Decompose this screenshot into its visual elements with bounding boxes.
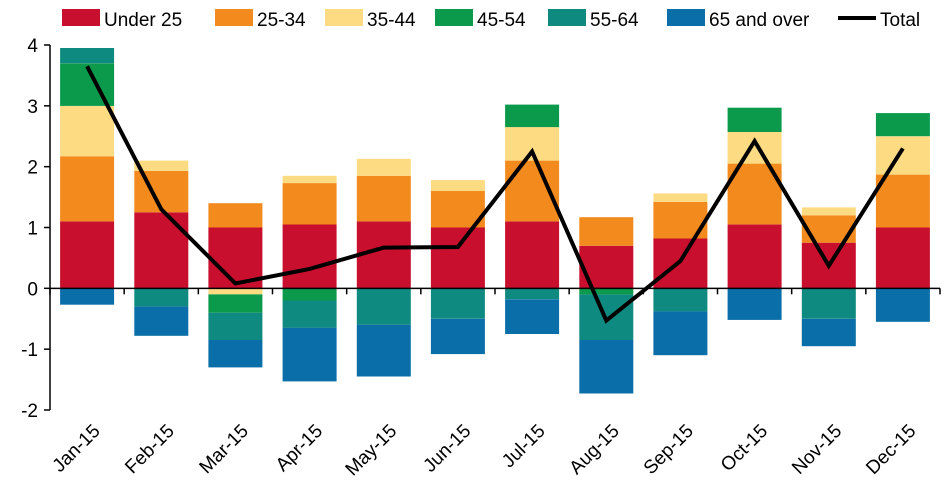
bar-65-and-over-apr-15 — [282, 327, 337, 382]
x-tick-label-apr-15: Apr-15 — [272, 421, 327, 476]
x-tick-label-mar-15: Mar-15 — [196, 421, 253, 478]
bar-under-25-jul-15 — [505, 221, 560, 289]
y-tick-label: 0 — [27, 279, 38, 300]
bar-55-64-nov-15 — [801, 288, 856, 319]
bar-25-34-apr-15 — [282, 183, 337, 225]
x-tick-label-jun-15: Jun-15 — [420, 421, 476, 477]
legend-swatch-55-64 — [548, 9, 586, 26]
bar-under-25-jan-15 — [60, 221, 115, 289]
bar-55-64-feb-15 — [134, 288, 189, 307]
x-tick-label-jul-15: Jul-15 — [498, 421, 549, 472]
bar-65-and-over-feb-15 — [134, 306, 189, 336]
total-line-group — [85, 65, 905, 324]
bar-35-44-jun-15 — [430, 180, 485, 191]
bar-65-and-over-aug-15 — [579, 340, 634, 394]
legend-label-25-34: 25-34 — [257, 10, 306, 31]
bar-65-and-over-jun-15 — [430, 318, 485, 355]
x-tick-label-feb-15: Feb-15 — [121, 421, 178, 478]
bar-35-44-apr-15 — [282, 175, 337, 184]
bar-35-44-feb-15 — [134, 160, 189, 171]
bar-25-34-dec-15 — [875, 174, 930, 228]
bar-65-and-over-jan-15 — [60, 288, 115, 305]
legend-label-35-44: 35-44 — [367, 10, 416, 31]
bar-35-44-nov-15 — [801, 207, 856, 216]
bar-55-64-apr-15 — [282, 300, 337, 328]
bar-55-64-jun-15 — [430, 288, 485, 319]
legend-label-65-and-over: 65 and over — [709, 10, 810, 31]
bar-25-34-mar-15 — [208, 203, 263, 228]
y-tick-label: -1 — [21, 340, 38, 361]
bar-under-25-jun-15 — [430, 227, 485, 289]
bar-under-25-oct-15 — [727, 224, 782, 289]
bar-55-64-may-15 — [356, 288, 411, 325]
legend-label-under-25: Under 25 — [104, 10, 182, 31]
bar-35-44-jan-15 — [60, 105, 115, 157]
bar-25-34-may-15 — [356, 175, 411, 222]
total-line — [85, 65, 905, 324]
y-tick-label: 4 — [27, 36, 38, 57]
legend-label-55-64: 55-64 — [590, 10, 639, 31]
bar-65-and-over-jul-15 — [505, 299, 560, 334]
bar-35-44-oct-15 — [727, 132, 782, 164]
axes: -2 -1 0 1 2 3 4 — [21, 36, 941, 422]
bar-45-54-aug-15 — [579, 288, 634, 295]
x-tick-label-oct-15: Oct-15 — [717, 421, 772, 476]
bar-35-44-mar-15 — [208, 288, 263, 295]
bar-65-and-over-oct-15 — [727, 288, 782, 320]
bar-25-34-aug-15 — [579, 217, 634, 246]
bar-55-64-sep-15 — [653, 288, 708, 312]
y-tick-label: 2 — [27, 158, 38, 179]
legend-swatch-45-54 — [435, 9, 473, 26]
bar-35-44-dec-15 — [875, 136, 930, 175]
x-tick-label-dec-15: Dec-15 — [862, 421, 920, 479]
bar-under-25-apr-15 — [282, 224, 337, 289]
x-tick-label-aug-15: Aug-15 — [566, 421, 624, 479]
y-tick-label: 1 — [27, 219, 38, 240]
legend-swatch-35-44 — [325, 9, 363, 26]
bar-under-25-feb-15 — [134, 212, 189, 289]
y-tick-label: -2 — [21, 401, 38, 422]
bar-25-34-jan-15 — [60, 156, 115, 222]
legend-swatch-25-34 — [215, 9, 253, 26]
bar-45-54-mar-15 — [208, 294, 263, 313]
bar-35-44-may-15 — [356, 158, 411, 176]
legend-swatch-65-and-over — [667, 9, 705, 26]
x-tick-label-may-15: May-15 — [342, 421, 402, 481]
bar-45-54-dec-15 — [875, 113, 930, 137]
bar-35-44-sep-15 — [653, 193, 708, 202]
bar-45-54-oct-15 — [727, 107, 782, 132]
bar-65-and-over-nov-15 — [801, 318, 856, 347]
bar-under-25-may-15 — [356, 221, 411, 289]
bar-55-64-mar-15 — [208, 312, 263, 341]
bar-55-64-jul-15 — [505, 288, 560, 300]
bar-65-and-over-mar-15 — [208, 340, 263, 368]
bar-45-54-jul-15 — [505, 104, 560, 128]
x-tick-label-jan-15: Jan-15 — [49, 421, 105, 477]
bar-under-25-dec-15 — [875, 227, 930, 289]
legend-label-45-54: 45-54 — [477, 10, 526, 31]
legend-label-total: Total — [880, 10, 920, 31]
bar-65-and-over-dec-15 — [875, 288, 930, 322]
legend: Under 25 25-34 35-44 45-54 55-64 65 and over T… — [62, 9, 920, 31]
bar-65-and-over-sep-15 — [653, 311, 708, 356]
bar-45-54-apr-15 — [282, 288, 337, 301]
legend-swatch-under-25 — [62, 9, 100, 26]
x-tick-label-sep-15: Sep-15 — [640, 421, 698, 479]
x-tick-label-nov-15: Nov-15 — [788, 421, 846, 479]
bars — [60, 48, 930, 394]
bar-55-64-jan-15 — [60, 48, 115, 64]
y-tick-label: 3 — [27, 97, 38, 118]
bar-65-and-over-may-15 — [356, 324, 411, 377]
x-tick-labels: Jan-15 Feb-15 Mar-15 Apr-15 May-15 Jun-15 Jul-… — [49, 421, 921, 481]
